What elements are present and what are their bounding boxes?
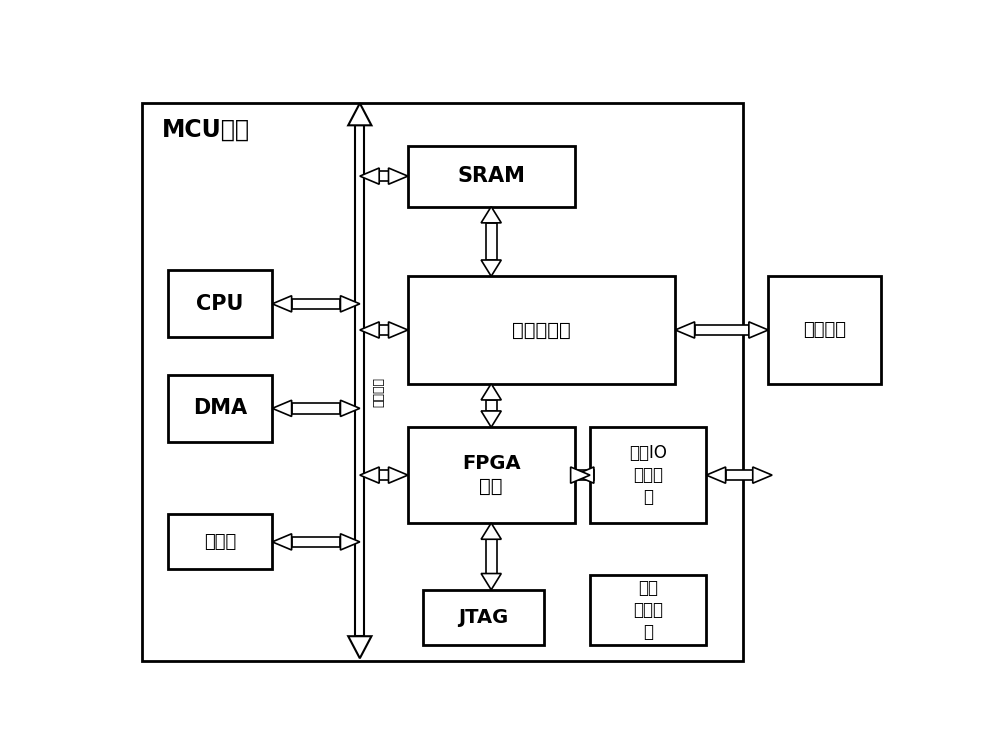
Polygon shape	[726, 470, 753, 480]
Polygon shape	[292, 299, 340, 309]
Polygon shape	[348, 636, 371, 658]
Polygon shape	[292, 537, 340, 547]
Text: 闪存控制器: 闪存控制器	[512, 320, 571, 339]
Bar	[590, 575, 706, 645]
Polygon shape	[355, 125, 364, 636]
Polygon shape	[360, 168, 379, 184]
Polygon shape	[481, 523, 501, 539]
Polygon shape	[706, 467, 726, 483]
Polygon shape	[571, 467, 590, 483]
Polygon shape	[340, 296, 360, 312]
Polygon shape	[388, 168, 408, 184]
Bar	[590, 428, 706, 523]
Polygon shape	[571, 470, 594, 480]
Polygon shape	[348, 103, 371, 125]
Polygon shape	[388, 322, 408, 338]
Bar	[408, 276, 675, 384]
Text: 芯片IO
控制模
块: 芯片IO 控制模 块	[629, 444, 667, 507]
Bar	[168, 375, 272, 442]
Polygon shape	[379, 470, 388, 480]
Polygon shape	[272, 400, 292, 416]
Bar	[408, 428, 574, 523]
Bar	[408, 146, 574, 207]
Polygon shape	[360, 322, 379, 338]
Polygon shape	[486, 223, 497, 260]
Polygon shape	[481, 207, 501, 223]
Text: DMA: DMA	[193, 398, 247, 418]
Bar	[168, 271, 272, 337]
Polygon shape	[675, 322, 695, 338]
Polygon shape	[360, 467, 379, 483]
Bar	[768, 276, 881, 384]
Bar	[423, 590, 544, 645]
Polygon shape	[486, 539, 497, 574]
Polygon shape	[481, 574, 501, 590]
Polygon shape	[753, 467, 772, 483]
Text: 设备集: 设备集	[204, 533, 236, 551]
Polygon shape	[340, 400, 360, 416]
Polygon shape	[749, 322, 768, 338]
Polygon shape	[481, 384, 501, 400]
Text: 闪存芯片: 闪存芯片	[803, 321, 846, 339]
Polygon shape	[574, 467, 594, 483]
Polygon shape	[340, 534, 360, 550]
Text: FPGA
模块: FPGA 模块	[462, 454, 520, 496]
Polygon shape	[481, 260, 501, 276]
Text: JTAG: JTAG	[458, 608, 509, 627]
Text: 系统总线: 系统总线	[372, 378, 385, 407]
Bar	[142, 103, 743, 661]
Polygon shape	[379, 171, 388, 182]
Polygon shape	[292, 403, 340, 414]
Text: 时钟
复位模
块: 时钟 复位模 块	[633, 579, 663, 642]
Polygon shape	[486, 400, 497, 411]
Polygon shape	[379, 325, 388, 336]
Text: MCU芯片: MCU芯片	[161, 118, 249, 142]
Text: SRAM: SRAM	[457, 166, 525, 186]
Text: CPU: CPU	[196, 294, 244, 314]
Polygon shape	[481, 411, 501, 428]
Polygon shape	[388, 467, 408, 483]
Polygon shape	[272, 296, 292, 312]
Polygon shape	[272, 534, 292, 550]
Polygon shape	[695, 325, 749, 336]
Bar	[168, 514, 272, 569]
